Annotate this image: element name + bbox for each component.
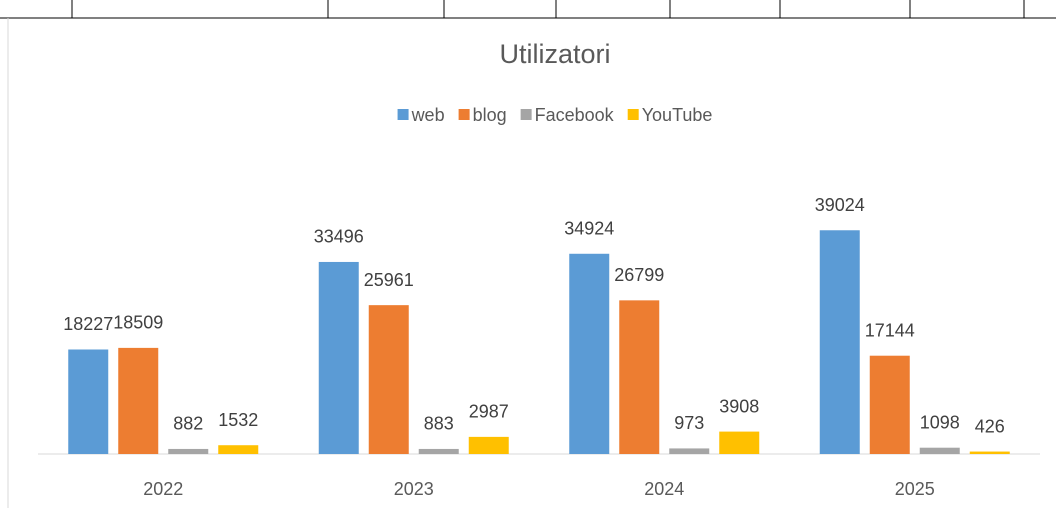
x-tick-label: 2025 bbox=[895, 479, 935, 499]
data-label: 2987 bbox=[469, 402, 509, 422]
legend-label: YouTube bbox=[642, 105, 713, 125]
data-label: 3908 bbox=[719, 396, 759, 416]
bar bbox=[569, 253, 610, 454]
x-tick-label: 2024 bbox=[644, 479, 684, 499]
data-label: 1098 bbox=[920, 412, 960, 432]
legend-label: blog bbox=[473, 105, 507, 125]
bar bbox=[218, 445, 259, 454]
bar bbox=[368, 305, 409, 454]
legend-swatch bbox=[458, 109, 470, 120]
bar bbox=[468, 436, 509, 454]
data-label: 426 bbox=[975, 416, 1005, 436]
data-label: 17144 bbox=[865, 320, 915, 340]
data-label: 18227 bbox=[63, 314, 113, 334]
legend-label: Facebook bbox=[535, 105, 615, 125]
data-label: 882 bbox=[173, 414, 203, 434]
bar bbox=[619, 300, 660, 454]
bar bbox=[318, 261, 359, 454]
data-label: 26799 bbox=[614, 265, 664, 285]
legend-label: web bbox=[411, 105, 445, 125]
bar bbox=[669, 448, 710, 454]
data-label: 883 bbox=[424, 414, 454, 434]
data-label: 39024 bbox=[815, 195, 865, 215]
data-label: 33496 bbox=[314, 227, 364, 247]
data-label: 34924 bbox=[564, 219, 614, 239]
legend-swatch bbox=[397, 109, 409, 120]
bar bbox=[418, 448, 459, 454]
bar bbox=[68, 349, 109, 454]
bar bbox=[919, 447, 960, 454]
bar bbox=[719, 431, 760, 454]
bar bbox=[168, 448, 209, 454]
x-tick-label: 2022 bbox=[143, 479, 183, 499]
data-label: 1532 bbox=[218, 410, 258, 430]
bar bbox=[819, 230, 860, 454]
chart-title: Utilizatori bbox=[499, 39, 610, 69]
legend-swatch bbox=[627, 109, 639, 120]
legend-swatch bbox=[520, 109, 532, 120]
bar bbox=[118, 347, 159, 454]
bar bbox=[969, 451, 1010, 454]
bar bbox=[869, 355, 910, 454]
data-label: 973 bbox=[674, 413, 704, 433]
data-label: 18509 bbox=[113, 313, 163, 333]
x-tick-label: 2023 bbox=[394, 479, 434, 499]
data-label: 25961 bbox=[364, 270, 414, 290]
